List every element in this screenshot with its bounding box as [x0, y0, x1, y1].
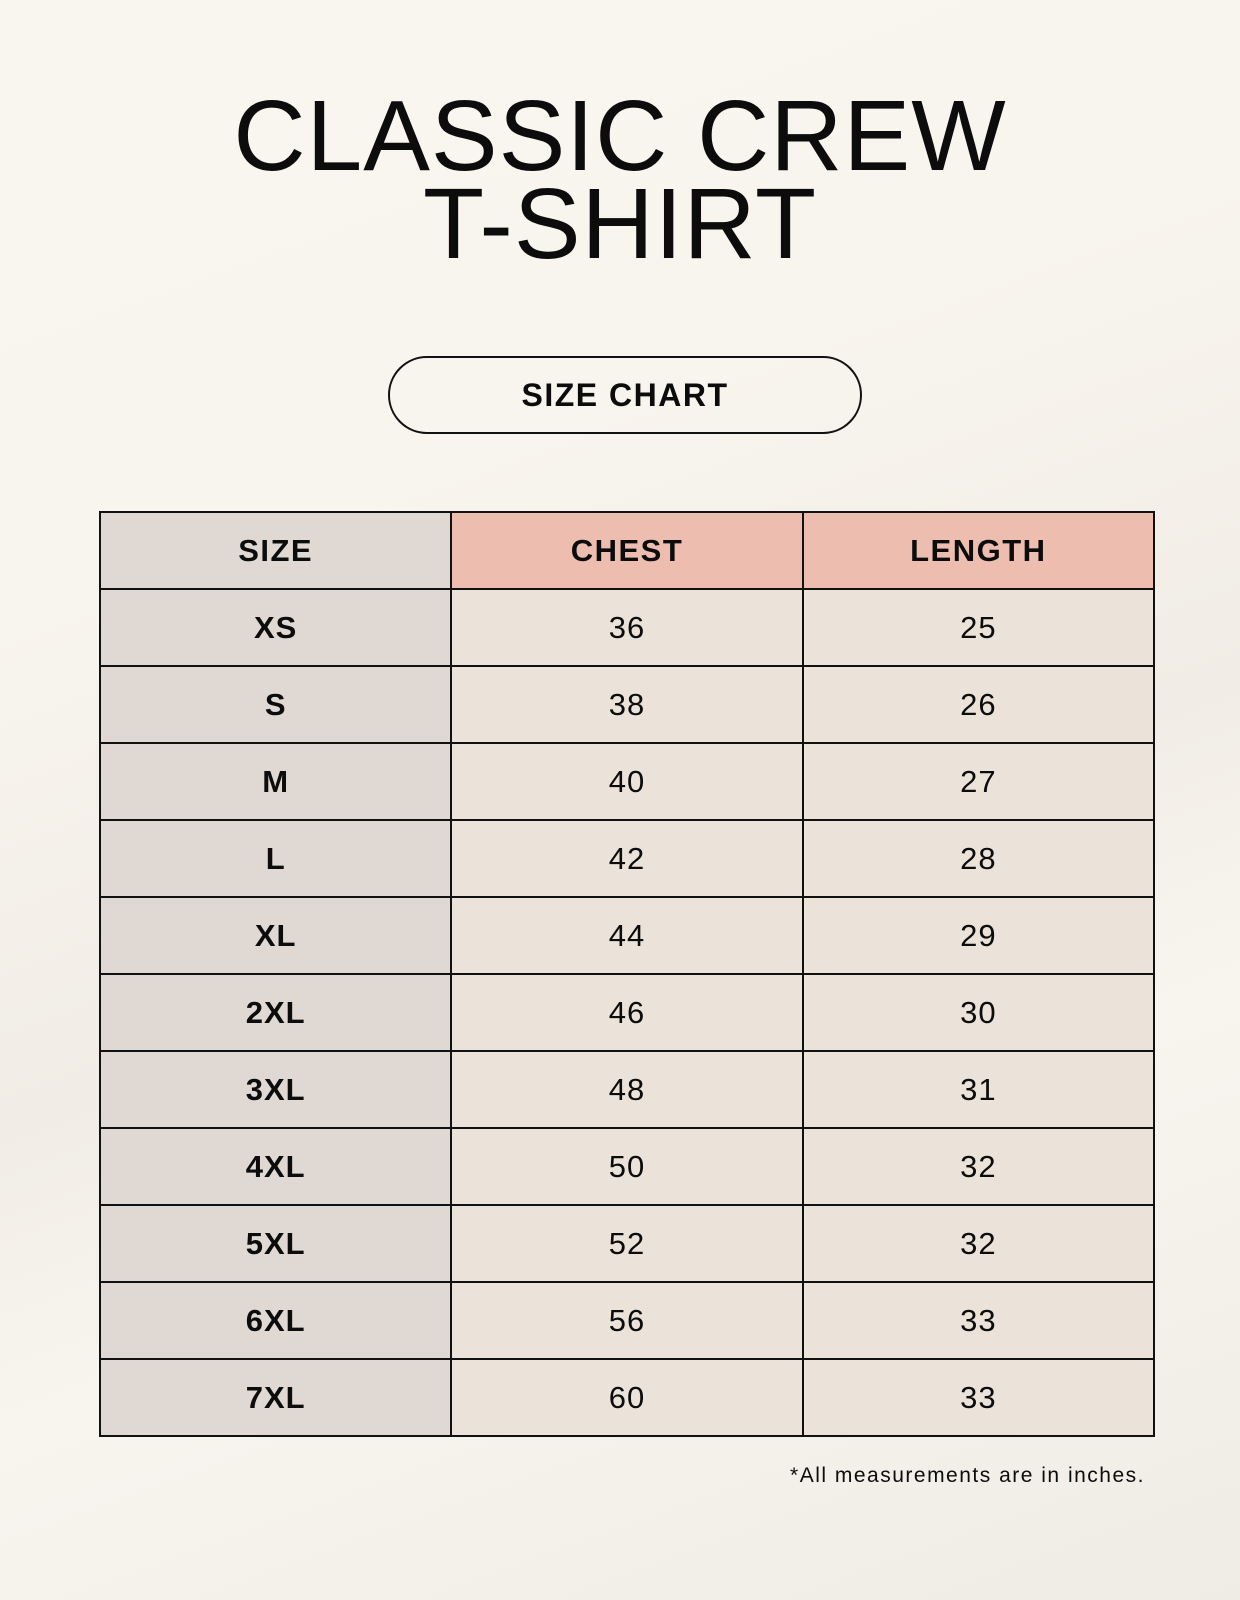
table-row: M 40 27: [98, 742, 1156, 821]
page-title: CLASSIC CREW T-SHIRT: [0, 80, 1240, 280]
cell-size: 2XL: [98, 973, 453, 1052]
cell-length: 33: [801, 1281, 1156, 1360]
table-row: XL 44 29: [98, 896, 1156, 975]
size-chart-badge: SIZE CHART: [388, 356, 862, 434]
cell-chest: 46: [450, 973, 804, 1052]
cell-length: 29: [801, 896, 1156, 975]
cell-size: 6XL: [98, 1281, 453, 1360]
cell-chest: 36: [450, 588, 804, 667]
table-row: 4XL 50 32: [98, 1127, 1156, 1206]
cell-chest: 56: [450, 1281, 804, 1360]
footnote: *All measurements are in inches.: [790, 1464, 1145, 1487]
cell-length: 30: [801, 973, 1156, 1052]
cell-length: 27: [801, 742, 1156, 821]
table-header-row: SIZE CHEST LENGTH: [98, 511, 1156, 590]
table-row: 7XL 60 33: [98, 1358, 1156, 1437]
cell-size: 3XL: [98, 1050, 453, 1129]
table-row: L 42 28: [98, 819, 1156, 898]
cell-length: 32: [801, 1127, 1156, 1206]
cell-size: 4XL: [98, 1127, 453, 1206]
cell-chest: 50: [450, 1127, 804, 1206]
table-row: S 38 26: [98, 665, 1156, 744]
cell-size: L: [98, 819, 453, 898]
cell-length: 33: [801, 1358, 1156, 1437]
header-size: SIZE: [98, 511, 453, 590]
cell-chest: 44: [450, 896, 804, 975]
size-table: SIZE CHEST LENGTH XS 36 25 S 38 26 M 40 27 L 42 28 X…: [98, 511, 1156, 1437]
cell-size: S: [98, 665, 453, 744]
cell-length: 25: [801, 588, 1156, 667]
cell-chest: 52: [450, 1204, 804, 1283]
title-line-1: CLASSIC CREW: [233, 80, 1007, 192]
header-length: LENGTH: [801, 511, 1156, 590]
cell-length: 32: [801, 1204, 1156, 1283]
cell-length: 31: [801, 1050, 1156, 1129]
cell-length: 26: [801, 665, 1156, 744]
table-row: 3XL 48 31: [98, 1050, 1156, 1129]
table-row: 2XL 46 30: [98, 973, 1156, 1052]
cell-chest: 38: [450, 665, 804, 744]
cell-size: 7XL: [98, 1358, 453, 1437]
cell-chest: 60: [450, 1358, 804, 1437]
title-line-2: T-SHIRT: [422, 168, 818, 280]
cell-size: XL: [98, 896, 453, 975]
table-row: XS 36 25: [98, 588, 1156, 667]
header-chest: CHEST: [450, 511, 804, 590]
cell-chest: 42: [450, 819, 804, 898]
cell-size: XS: [98, 588, 453, 667]
cell-size: 5XL: [98, 1204, 453, 1283]
table-row: 6XL 56 33: [98, 1281, 1156, 1360]
cell-chest: 48: [450, 1050, 804, 1129]
cell-size: M: [98, 742, 453, 821]
cell-chest: 40: [450, 742, 804, 821]
table-row: 5XL 52 32: [98, 1204, 1156, 1283]
cell-length: 28: [801, 819, 1156, 898]
